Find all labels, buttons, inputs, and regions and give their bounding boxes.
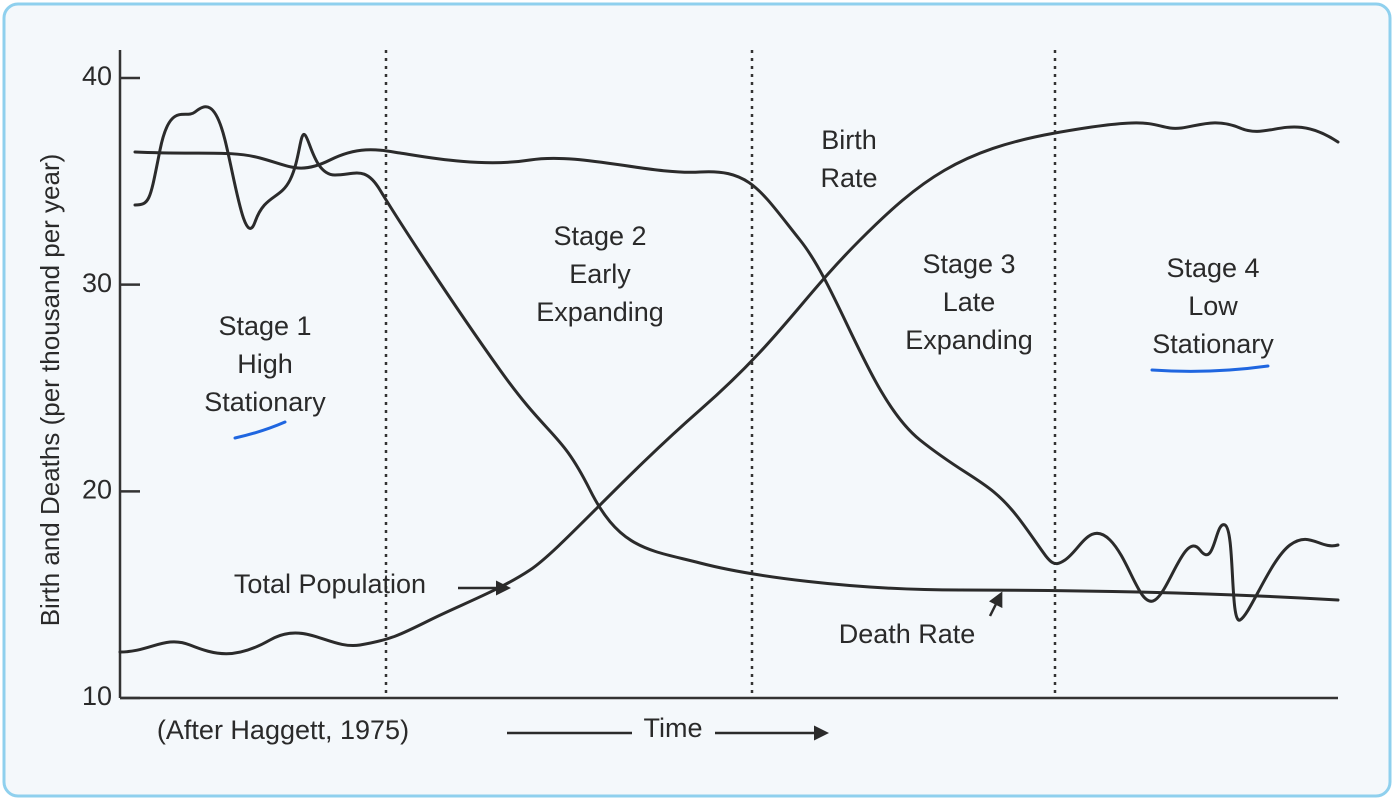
stage-label: Low [1188,291,1238,321]
stage-label: Expanding [905,325,1033,355]
stage-label: Stage 1 [218,311,311,341]
birth-rate-curve [133,148,1340,622]
curve-label: Birth [821,125,877,155]
stage-label: High [237,349,293,379]
curve-label: Rate [820,163,877,193]
x-axis-label: Time [644,713,703,743]
stage-label: Expanding [536,297,664,327]
y-tick-label: 30 [82,268,112,298]
source-note: (After Haggett, 1975) [157,715,409,745]
stage-label: Early [569,259,631,289]
stage-label: Stage 2 [553,221,646,251]
stage-label: Stationary [204,387,326,417]
y-axis-title: Birth and Deaths (per thousand per year) [35,154,65,627]
highlight-mark [1150,364,1270,373]
y-tick-label: 10 [82,681,112,711]
stage-label: Stationary [1152,329,1274,359]
pointer-arrow [988,591,1003,617]
curve-label: Death Rate [839,619,976,649]
stage-label: Late [943,287,996,317]
highlight-mark [233,420,287,440]
curve-label: Total Population [234,569,426,599]
y-tick-label: 40 [82,61,112,91]
y-tick-label: 20 [82,474,112,504]
total-population-curve [118,121,1340,656]
stage-label: Stage 3 [922,249,1015,279]
death-rate-curve [133,105,1340,602]
stage-label: Stage 4 [1166,253,1259,283]
